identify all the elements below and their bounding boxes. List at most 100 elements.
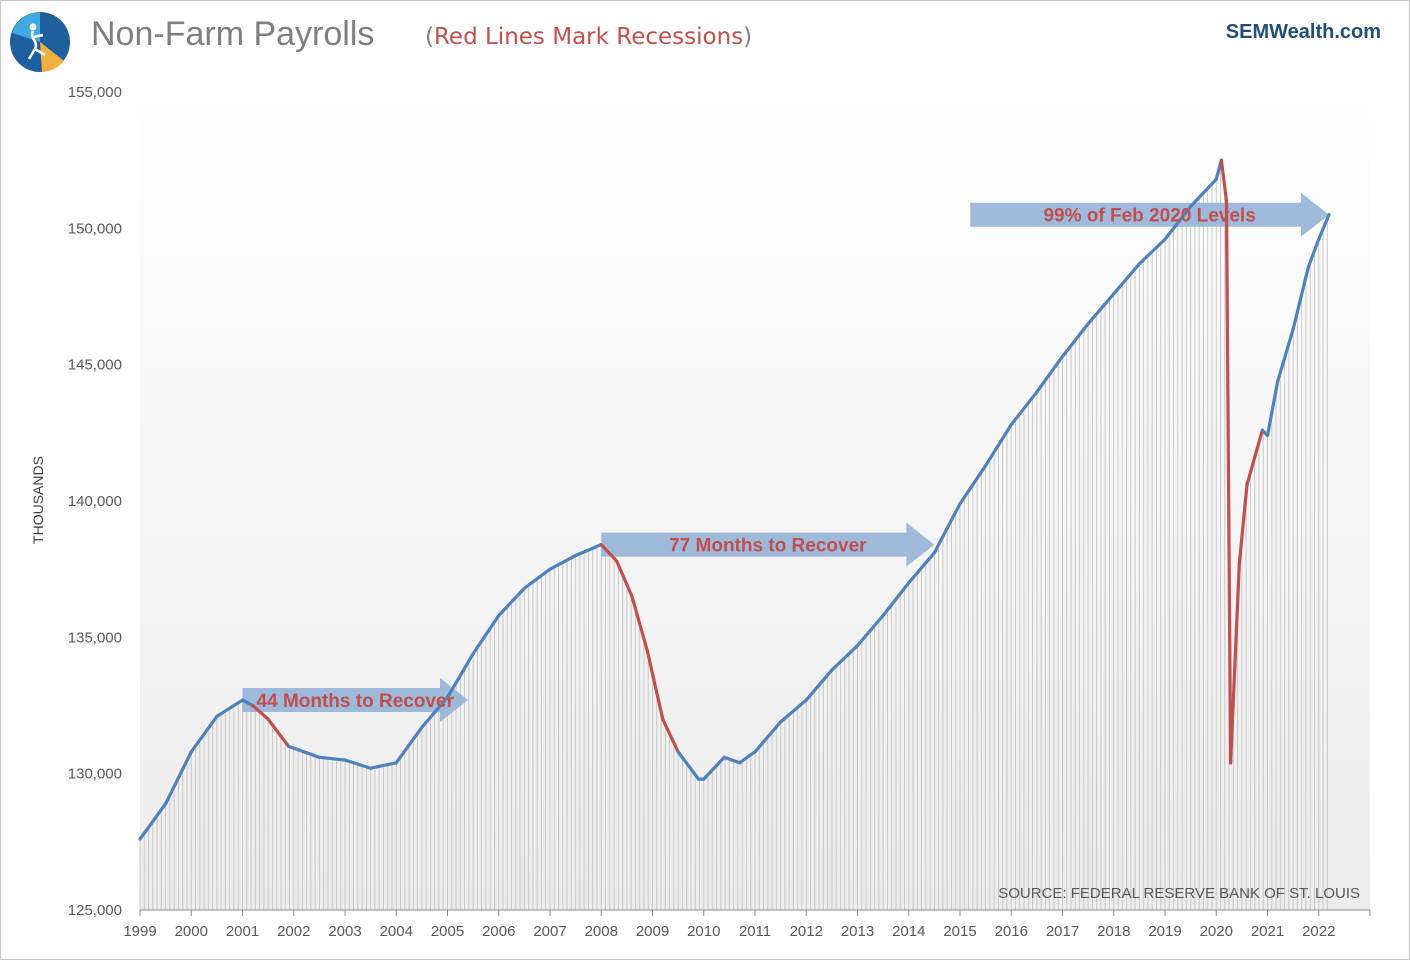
x-tick-label: 2001 [226,923,259,940]
expansion-segment [420,695,450,729]
expansion-segment [753,720,783,754]
recession-segment [661,717,680,754]
expansion-segment [676,750,701,781]
source-note: SOURCE: FEDERAL RESERVE BANK OF ST. LOUI… [998,885,1360,902]
expansion-segment [1265,379,1280,438]
y-axis-label: THOUSANDS [30,456,46,544]
recession-segment [251,703,270,721]
expansion-segment [881,581,911,618]
recession-segment [615,559,634,599]
expansion-segment [287,744,321,759]
y-tick-label: 125,000 [68,902,122,919]
x-tick-label: 2002 [277,923,310,940]
expansion-segment [574,543,603,558]
recession-segment [630,594,649,653]
x-tick-label: 2007 [533,923,566,940]
x-tick-label: 2015 [943,923,976,940]
y-axis-ticks: 125,000 130,000 135,000 140,000 145,000 150,0… [68,84,122,919]
x-tick-label: 2006 [482,923,515,940]
subtitle-open-paren: ( [425,24,434,50]
expansion-segment [702,755,726,781]
area-bars [139,163,1328,910]
expansion-segment [1086,292,1116,326]
expansion-segment [779,698,808,724]
expansion-segment [317,755,347,762]
expansion-segment [1060,322,1090,359]
expansion-segment [240,698,255,708]
x-tick-label: 2021 [1251,923,1284,940]
recession-segment [1237,483,1249,566]
recession-segment [1219,158,1229,203]
expansion-segment [189,714,219,754]
recovery-arrows [242,192,1329,723]
annotation-labels: 44 Months to Recover 77 Months to Recover… [257,206,1256,712]
expansion-segment [984,423,1013,468]
recession-segment [1228,562,1241,765]
expansion-segment [1276,327,1295,383]
expansion-segment [1112,262,1141,296]
expansion-segment [907,551,936,585]
expansion-segment [394,725,424,765]
x-tick-label: 2010 [687,923,720,940]
expansion-segment [548,553,578,571]
x-tick-label: 2013 [841,923,874,940]
recession-segment [1253,428,1264,459]
expansion-segment [471,613,501,656]
expansion-segment [1317,213,1331,241]
x-tick-label: 2008 [585,923,618,940]
expansion-segment [138,802,168,841]
x-tick-label: 2014 [892,923,925,940]
expansion-segment [343,758,373,770]
recession-segment [266,717,291,749]
x-tick-label: 2005 [431,923,464,940]
recession-segment [645,649,665,721]
brand-link[interactable]: SEMWealth.com [1225,21,1381,43]
expansion-segment [1163,204,1193,241]
series-lines [138,158,1331,841]
expansion-segment [1189,177,1218,209]
expansion-segment [1035,354,1065,394]
recovery-arrow [242,678,468,723]
y-tick-label: 130,000 [68,766,122,783]
expansion-segment [1009,390,1039,427]
x-tick-label: 2016 [995,923,1028,940]
expansion-segment [522,567,552,590]
y-tick-label: 140,000 [68,493,122,510]
annotation-label: 77 Months to Recover [669,536,867,557]
expansion-segment [497,586,526,618]
y-tick-label: 155,000 [68,84,122,101]
y-tick-label: 150,000 [68,220,122,237]
y-tick-label: 135,000 [68,629,122,646]
expansion-segment [1306,237,1321,269]
expansion-segment [215,698,245,719]
subtitle-close-paren: ) [743,24,753,50]
annotation-label: 99% of Feb 2020 Levels [1043,206,1255,227]
x-tick-label: 2019 [1148,923,1181,940]
x-tick-label: 1999 [123,923,156,940]
x-tick-label: 2020 [1200,923,1233,940]
x-tick-label: 2017 [1046,923,1079,940]
recession-segment [1245,455,1257,487]
x-tick-label: 2022 [1302,923,1335,940]
expansion-segment [738,750,757,765]
recession-segment [599,543,619,563]
subtitle-text: Red Lines Mark Recessions [433,24,744,50]
semwealth-logo-icon [10,12,70,72]
expansion-segment [804,668,834,702]
expansion-segment [830,643,860,672]
expansion-segment [164,750,193,806]
expansion-segment [958,463,988,506]
x-tick-label: 2009 [636,923,669,940]
annotation-label: 44 Months to Recover [257,691,455,712]
expansion-segment [369,761,398,770]
recovery-arrow [970,192,1329,237]
expansion-segment [445,652,475,699]
expansion-segment [855,613,885,648]
x-tick-label: 2012 [790,923,823,940]
x-tick-label: 2000 [175,923,208,940]
x-tick-label: 2003 [328,923,361,940]
expansion-segment [1291,264,1311,331]
expansion-segment [722,755,742,765]
expansion-segment [932,502,962,555]
